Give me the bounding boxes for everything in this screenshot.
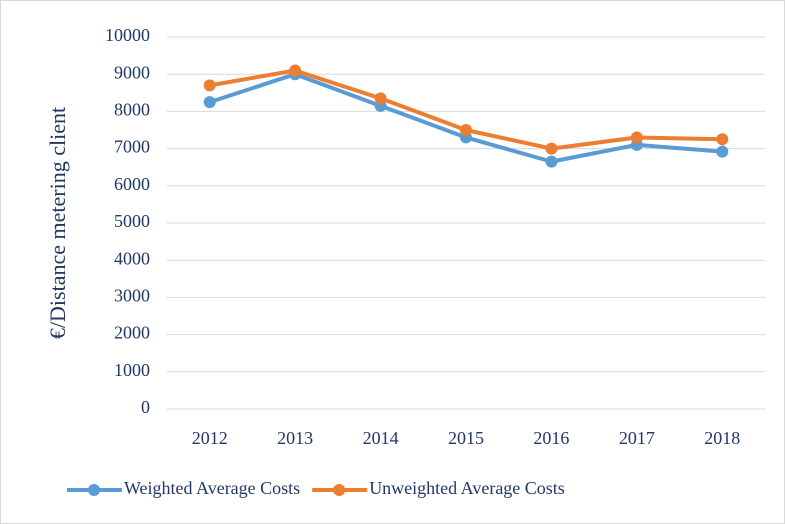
x-tick-label: 2013 [277,428,313,448]
x-tick-label: 2018 [704,428,740,448]
data-point [203,79,216,92]
legend-swatch-marker [333,484,346,496]
data-point [545,155,558,168]
data-point [716,133,729,146]
data-point [203,96,216,109]
legend-label: Unweighted Average Costs [369,478,565,498]
x-tick-label: 2014 [363,428,399,448]
x-tick-label: 2016 [533,428,569,448]
y-tick-label: 9000 [114,62,150,82]
y-tick-label: 2000 [114,323,150,343]
x-tick-label: 2017 [619,428,655,448]
data-point [460,124,472,136]
y-tick-label: 0 [141,397,150,417]
y-tick-label: 3000 [114,286,150,306]
y-tick-label: 5000 [114,211,150,231]
y-tick-label: 8000 [114,100,150,120]
y-tick-label: 1000 [114,360,150,380]
x-tick-label: 2012 [192,428,228,448]
y-axis-label: €/Distance metering client [45,107,70,339]
data-point [630,131,643,144]
data-point [289,64,302,77]
x-tick-label: 2015 [448,428,484,448]
legend-swatch-marker [88,484,100,496]
y-tick-label: 6000 [114,174,150,194]
data-point [716,145,729,158]
legend-label: Weighted Average Costs [124,478,300,498]
y-tick-label: 4000 [114,248,150,268]
data-point [374,92,387,105]
y-tick-label: 7000 [114,137,150,157]
data-point [545,142,558,155]
y-tick-label: 10000 [105,25,150,45]
